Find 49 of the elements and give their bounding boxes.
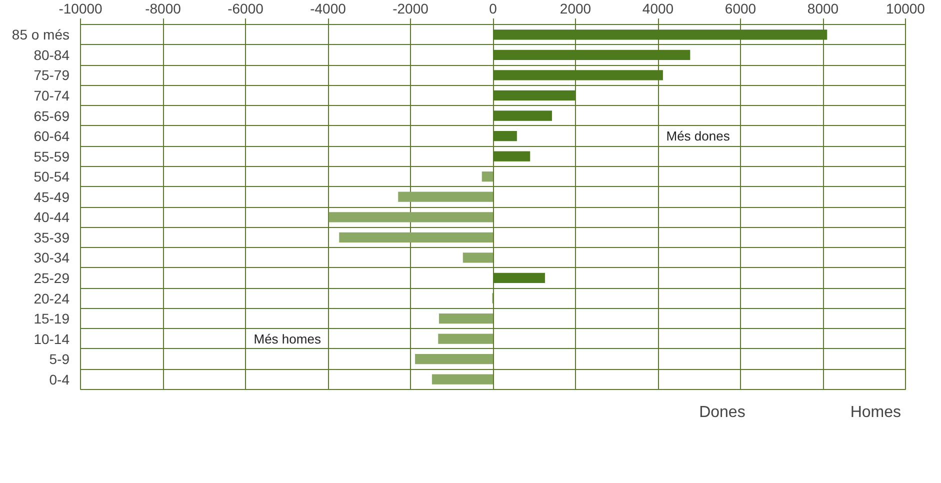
- bar: [438, 334, 493, 344]
- y-tick-label: 15-19: [34, 310, 70, 327]
- bar: [482, 172, 493, 182]
- y-tick-label: 65-69: [34, 108, 70, 124]
- y-tick-label: 0-4: [49, 371, 70, 388]
- y-tick-label: 5-9: [49, 351, 70, 368]
- bar: [415, 354, 493, 364]
- y-tick-label: 80-84: [34, 46, 70, 63]
- x-tick-label: 10000: [886, 0, 926, 16]
- y-tick-label: 40-44: [34, 209, 70, 226]
- y-tick-label: 75-79: [34, 67, 70, 84]
- x-tick-label: 2000: [560, 0, 592, 16]
- y-tick-label: 70-74: [34, 87, 70, 104]
- y-tick-label: 10-14: [34, 330, 70, 347]
- x-tick-label: 4000: [642, 0, 674, 16]
- annotation: Més dones: [666, 128, 730, 144]
- bar: [493, 110, 552, 121]
- annotation: Més homes: [254, 331, 322, 346]
- y-tick-label: 20-24: [34, 290, 70, 306]
- bar: [493, 70, 663, 80]
- y-tick-label: 45-49: [34, 188, 70, 205]
- bar: [493, 130, 517, 142]
- x-tick-label: -4000: [310, 0, 346, 16]
- x-tick-label: -2000: [392, 0, 429, 16]
- y-tick-label: 25-29: [34, 270, 70, 286]
- x-tick-label: -6000: [228, 0, 264, 16]
- x-tick-label: 6000: [724, 0, 756, 16]
- bar: [493, 272, 545, 284]
- x-tick-label: 8000: [807, 0, 839, 16]
- y-tick-label: 85 o més: [12, 26, 70, 43]
- bar: [493, 90, 576, 101]
- bar: [398, 192, 493, 202]
- bar: [493, 151, 530, 162]
- bar: [493, 50, 690, 60]
- x-tick-label: 0: [489, 0, 498, 16]
- bar: [438, 313, 493, 324]
- y-tick-label: 30-34: [34, 250, 70, 266]
- text: Dones: [699, 404, 746, 422]
- text: Homes: [850, 404, 901, 422]
- bar: [339, 232, 493, 242]
- y-tick-label: 60-64: [34, 128, 70, 144]
- bar: [328, 212, 493, 222]
- x-tick-label: -8000: [145, 0, 182, 16]
- y-tick-label: 50-54: [34, 168, 70, 185]
- bar: [432, 374, 493, 384]
- bar: [462, 252, 493, 263]
- y-tick-label: 35-39: [34, 229, 70, 246]
- y-tick-label: 55-59: [34, 148, 70, 164]
- x-tick-label: -10000: [58, 0, 103, 16]
